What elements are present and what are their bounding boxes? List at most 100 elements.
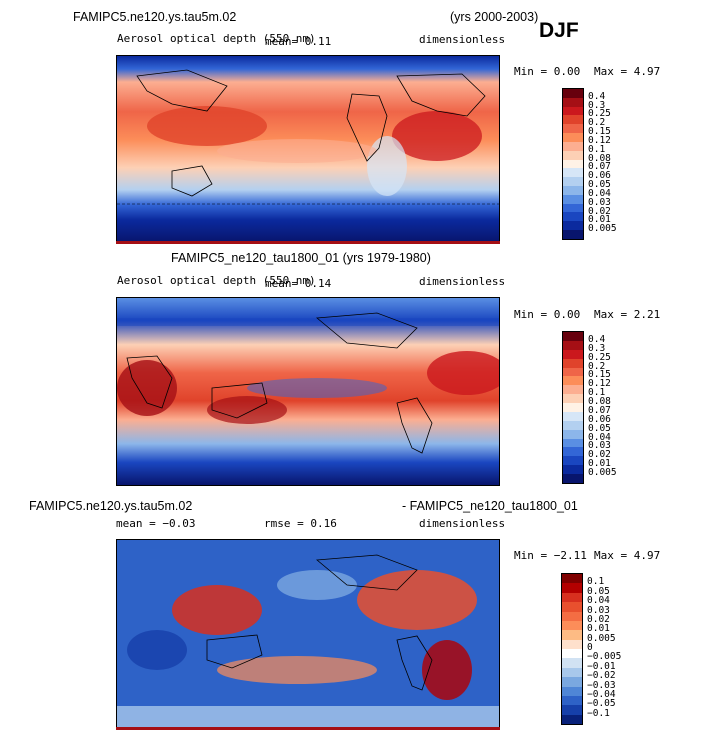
colorbar-tick-label: 0.01 [588, 458, 611, 470]
colorbar-swatch [563, 221, 583, 230]
colorbar-swatch [562, 639, 582, 649]
colorbar-swatch [563, 159, 583, 169]
panel2-max: Max = 2.21 [594, 308, 661, 321]
panel3-title: FAMIPC5.ne120.ys.tau5m.02 [29, 499, 193, 513]
colorbar-swatch [563, 429, 583, 439]
season-label: DJF [539, 19, 579, 42]
colorbar-swatch [563, 403, 583, 412]
panel1-units: dimensionless [419, 33, 506, 46]
colorbar-swatch [563, 177, 583, 186]
colorbar-swatch [563, 97, 583, 107]
panel1-map [116, 55, 500, 243]
colorbar-tick-label: 0.02 [587, 613, 610, 625]
colorbar-tick-label: −0.005 [587, 651, 622, 663]
colorbar-tick-label: −0.03 [587, 679, 616, 691]
colorbar-swatch [563, 230, 583, 239]
colorbar-swatch [563, 89, 583, 98]
colorbar-tick-label: −0.04 [587, 688, 616, 700]
colorbar-tick-label: 0.1 [588, 143, 606, 155]
colorbar-tick-label: 0.2 [588, 117, 606, 129]
colorbar-swatch [563, 332, 583, 341]
colorbar-tick-label: 0.005 [587, 632, 616, 644]
panel1-colorbar [562, 88, 584, 240]
colorbar-swatch [563, 358, 583, 368]
colorbar-swatch [563, 115, 583, 125]
panel2-min: Min = 0.00 [514, 308, 581, 321]
colorbar-tick-label: 0.02 [588, 205, 611, 217]
colorbar-swatch [563, 150, 583, 160]
colorbar-swatch [562, 592, 582, 603]
colorbar-tick-label: −0.02 [587, 670, 616, 682]
colorbar-swatch [563, 185, 583, 195]
colorbar-tick-label: 0.08 [588, 152, 611, 164]
colorbar-swatch [563, 367, 583, 377]
panel3-min: Min = −2.11 [514, 549, 587, 562]
colorbar-swatch [563, 212, 583, 222]
panel1-baseline [116, 241, 500, 244]
colorbar-tick-label: 0.005 [588, 223, 617, 235]
panel1-years: (yrs 2000-2003) [450, 10, 539, 24]
panel2-map [116, 297, 500, 486]
colorbar-tick-label: 0.05 [588, 179, 611, 191]
colorbar-swatch [562, 583, 582, 593]
colorbar-swatch [562, 705, 582, 715]
colorbar-tick-label: 0.02 [588, 449, 611, 461]
colorbar-swatch [563, 141, 583, 151]
colorbar-tick-label: 0.07 [588, 161, 611, 173]
colorbar-tick-label: 0.03 [587, 604, 610, 616]
colorbar-swatch [563, 124, 583, 134]
panel3-rmse: rmse = 0.16 [264, 517, 337, 530]
colorbar-tick-label: 0.05 [587, 585, 610, 597]
colorbar-swatch [562, 658, 582, 668]
panel3-colorbar [561, 573, 583, 725]
colorbar-tick-label: 0.08 [588, 396, 611, 408]
colorbar-swatch [563, 133, 583, 142]
colorbar-tick-label: 0.25 [588, 108, 611, 120]
colorbar-swatch [563, 465, 583, 474]
colorbar-tick-label: 0.12 [588, 134, 611, 146]
panel3-units: dimensionless [419, 517, 506, 530]
colorbar-swatch [562, 714, 582, 724]
colorbar-swatch [563, 438, 583, 448]
panel1-map-svg [117, 56, 499, 242]
colorbar-swatch [563, 194, 583, 204]
panel2-mean: mean= 0.14 [265, 277, 332, 290]
colorbar-tick-label: −0.05 [587, 698, 616, 710]
panel2-units: dimensionless [419, 275, 506, 288]
colorbar-tick-label: 0.15 [588, 369, 611, 381]
colorbar-swatch [563, 203, 583, 213]
colorbar-swatch [562, 611, 582, 621]
colorbar-tick-label: 0.3 [588, 342, 606, 354]
panel3-mean: mean = −0.03 [116, 517, 196, 530]
colorbar-swatch [563, 376, 583, 386]
colorbar-tick-label: 0.07 [588, 404, 611, 416]
colorbar-swatch [562, 667, 582, 678]
colorbar-swatch [562, 574, 582, 584]
colorbar-tick-label: 0.4 [588, 333, 606, 345]
panel2-map-svg [117, 298, 499, 485]
colorbar-tick-label: 0.1 [588, 387, 606, 399]
panel1-title: FAMIPC5.ne120.ys.tau5m.02 [73, 10, 237, 24]
colorbar-tick-label: 0.12 [588, 378, 611, 390]
panel3-title-right: - FAMIPC5_ne120_tau1800_01 [402, 499, 578, 513]
colorbar-swatch [562, 602, 582, 612]
colorbar-swatch [563, 106, 583, 116]
colorbar-swatch [562, 620, 582, 631]
colorbar-tick-label: 0.04 [588, 187, 611, 199]
colorbar-tick-label: 0.25 [588, 351, 611, 363]
colorbar-swatch [563, 340, 583, 350]
colorbar-swatch [562, 630, 582, 640]
colorbar-swatch [563, 349, 583, 359]
colorbar-tick-label: 0.01 [587, 623, 610, 635]
colorbar-swatch [562, 649, 582, 659]
colorbar-tick-label: 0.05 [588, 422, 611, 434]
panel3-map-svg [117, 540, 499, 728]
colorbar-tick-label: 0.3 [588, 99, 606, 111]
colorbar-tick-label: 0.06 [588, 170, 611, 182]
colorbar-swatch [562, 695, 582, 706]
colorbar-tick-label: −0.01 [587, 660, 616, 672]
colorbar-swatch [563, 474, 583, 483]
panel1-min: Min = 0.00 [514, 65, 581, 78]
colorbar-swatch [562, 677, 582, 687]
colorbar-swatch [562, 686, 582, 696]
